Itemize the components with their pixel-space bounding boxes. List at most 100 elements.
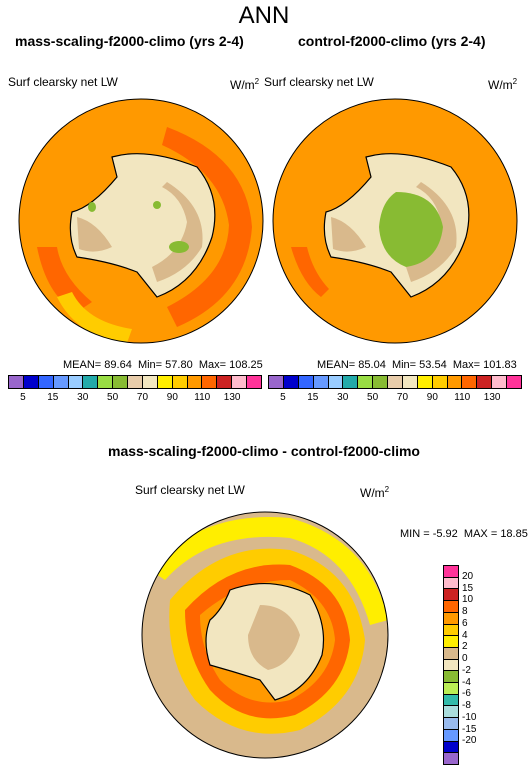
colorbar-swatch — [232, 376, 247, 388]
colorbar-swatch — [444, 589, 458, 602]
colorbar-swatch — [9, 376, 24, 388]
colorbar-swatch — [444, 683, 458, 695]
colorbar-swatch — [444, 601, 458, 613]
colorbar-swatch — [492, 376, 507, 388]
panel2-colorbar-ticks: 5 15 30 50 70 90 110 130 — [268, 392, 520, 406]
colorbar-tick-label: 70 — [396, 392, 409, 403]
panel2-colorbar — [268, 375, 522, 389]
colorbar-swatch — [444, 753, 458, 764]
colorbar-tick-label: 15 — [47, 392, 59, 403]
diff-colorbar-ticks: 20 15 10 8 6 4 2 0 -2 -4 -6 -8 -10 -15 -20 — [462, 565, 502, 763]
colorbar-tick-label: 130 — [483, 392, 501, 403]
colorbar-swatch — [444, 741, 458, 754]
colorbar-swatch — [444, 729, 458, 742]
diff-title: mass-scaling-f2000-climo - control-f2000… — [108, 443, 420, 459]
colorbar-tick-label: 130 — [223, 392, 241, 403]
colorbar-swatch — [269, 376, 284, 388]
colorbar-tick-label: 50 — [367, 392, 379, 403]
colorbar-swatch — [68, 376, 84, 388]
colorbar-tick-label: -4 — [462, 676, 471, 688]
colorbar-tick-label: -6 — [462, 688, 471, 700]
colorbar-swatch — [358, 376, 374, 388]
colorbar-swatch — [417, 376, 433, 388]
colorbar-tick-label: 2 — [462, 641, 468, 653]
colorbar-swatch — [507, 376, 521, 388]
colorbar-swatch — [113, 376, 128, 388]
panel2-units: W/m2 — [488, 77, 518, 92]
colorbar-tick-label: 30 — [337, 392, 349, 403]
colorbar-tick-label: 5 — [280, 392, 286, 403]
panel2-title: control-f2000-climo (yrs 2-4) — [298, 33, 486, 49]
colorbar-tick-label: 15 — [307, 392, 319, 403]
colorbar-swatch — [388, 376, 403, 388]
colorbar-swatch — [402, 376, 418, 388]
colorbar-swatch — [187, 376, 203, 388]
diff-colorbar — [443, 565, 459, 765]
colorbar-tick-label: 50 — [107, 392, 119, 403]
colorbar-tick-label: 70 — [136, 392, 149, 403]
panel1-colorbar — [8, 375, 262, 389]
colorbar-swatch — [142, 376, 158, 388]
colorbar-swatch — [217, 376, 233, 388]
colorbar-swatch — [83, 376, 99, 388]
colorbar-swatch — [202, 376, 218, 388]
panel1-stats: MEAN= 89.64 Min= 57.80 Max= 108.25 — [63, 359, 263, 371]
colorbar-tick-label: -10 — [462, 711, 477, 723]
colorbar-swatch — [283, 376, 299, 388]
colorbar-tick-label: -15 — [462, 723, 477, 735]
colorbar-swatch — [444, 624, 458, 637]
colorbar-swatch — [444, 647, 458, 660]
colorbar-swatch — [23, 376, 39, 388]
colorbar-swatch — [462, 376, 478, 388]
colorbar-swatch — [444, 706, 458, 719]
colorbar-swatch — [444, 636, 458, 648]
colorbar-tick-label: 30 — [77, 392, 89, 403]
colorbar-swatch — [343, 376, 359, 388]
figure-title: ANN — [238, 2, 290, 29]
colorbar-swatch — [444, 671, 458, 684]
colorbar-tick-label: 110 — [194, 392, 211, 403]
colorbar-tick-label: 15 — [462, 582, 474, 594]
colorbar-tick-label: 10 — [462, 594, 474, 606]
colorbar-swatch — [247, 376, 261, 388]
diff-units: W/m2 — [360, 485, 390, 500]
colorbar-swatch — [328, 376, 344, 388]
diff-variable: Surf clearsky net LW — [135, 483, 245, 497]
colorbar-swatch — [373, 376, 388, 388]
colorbar-swatch — [298, 376, 314, 388]
diff-map — [141, 511, 389, 759]
colorbar-tick-label: 4 — [462, 629, 468, 641]
colorbar-swatch — [444, 694, 458, 707]
panel2-stats: MEAN= 85.04 Min= 53.54 Max= 101.83 — [317, 359, 517, 371]
colorbar-tick-label: 90 — [426, 392, 438, 403]
colorbar-tick-label: 6 — [462, 617, 468, 629]
panel1-map — [18, 98, 264, 344]
colorbar-tick-label: 90 — [166, 392, 178, 403]
colorbar-swatch — [313, 376, 329, 388]
colorbar-swatch — [432, 376, 448, 388]
colorbar-swatch — [128, 376, 143, 388]
colorbar-swatch — [157, 376, 173, 388]
colorbar-tick-label: 110 — [454, 392, 471, 403]
colorbar-tick-label: 8 — [462, 606, 468, 618]
colorbar-swatch — [444, 566, 458, 578]
diff-minmax: MIN = -5.92 MAX = 18.85 — [400, 528, 528, 540]
panel2-variable: Surf clearsky net LW — [264, 75, 374, 89]
colorbar-swatch — [444, 577, 458, 590]
colorbar-tick-label: 0 — [462, 653, 468, 665]
colorbar-swatch — [53, 376, 69, 388]
colorbar-swatch — [444, 659, 458, 672]
panel1-units: W/m2 — [230, 77, 260, 92]
panel1-title: mass-scaling-f2000-climo (yrs 2-4) — [15, 33, 244, 49]
colorbar-swatch — [172, 376, 188, 388]
colorbar-swatch — [38, 376, 54, 388]
colorbar-tick-label: 20 — [462, 570, 474, 582]
colorbar-tick-label: -20 — [462, 735, 477, 747]
colorbar-swatch — [477, 376, 493, 388]
colorbar-tick-label: -8 — [462, 700, 471, 712]
colorbar-swatch — [444, 718, 458, 730]
colorbar-tick-label: -2 — [462, 664, 471, 676]
colorbar-swatch — [444, 612, 458, 625]
panel1-colorbar-ticks: 5 15 30 50 70 90 110 130 — [8, 392, 260, 406]
colorbar-swatch — [98, 376, 114, 388]
